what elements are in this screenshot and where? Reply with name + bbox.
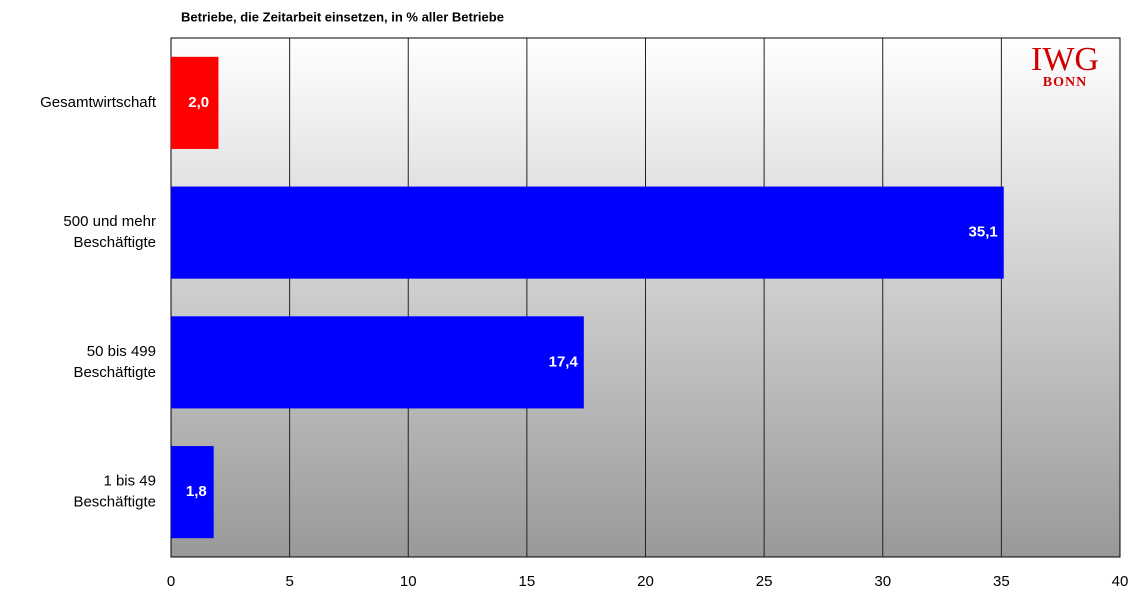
value-label: 1,8 — [186, 483, 207, 500]
value-label: 2,0 — [188, 94, 209, 111]
x-tick-label: 30 — [874, 573, 891, 590]
x-tick-label: 0 — [167, 573, 175, 590]
bar — [171, 186, 1004, 279]
x-tick-label: 35 — [993, 573, 1010, 590]
y-tick-label: 50 bis 499 Beschäftigte — [73, 343, 156, 381]
chart-title: Betriebe, die Zeitarbeit einsetzen, in %… — [181, 9, 504, 24]
bar — [171, 446, 214, 539]
value-label: 35,1 — [969, 224, 998, 241]
bar — [171, 316, 584, 409]
x-tick-label: 20 — [637, 573, 654, 590]
x-tick-label: 15 — [519, 573, 536, 590]
value-label: 17,4 — [549, 353, 579, 370]
y-tick-label: Gesamtwirtschaft — [40, 94, 157, 111]
plot-border — [170, 37, 1121, 558]
logo-sub: BONN — [1043, 75, 1087, 90]
x-tick-label: 10 — [400, 573, 417, 590]
y-tick-label: 500 und mehr Beschäftigte — [63, 213, 156, 251]
x-tick-label: 40 — [1112, 573, 1129, 590]
y-tick-label: 1 bis 49 Beschäftigte — [73, 473, 156, 511]
bar — [171, 56, 219, 149]
x-tick-label: 5 — [285, 573, 293, 590]
x-tick-label: 25 — [756, 573, 773, 590]
logo: IWG — [1031, 41, 1099, 78]
